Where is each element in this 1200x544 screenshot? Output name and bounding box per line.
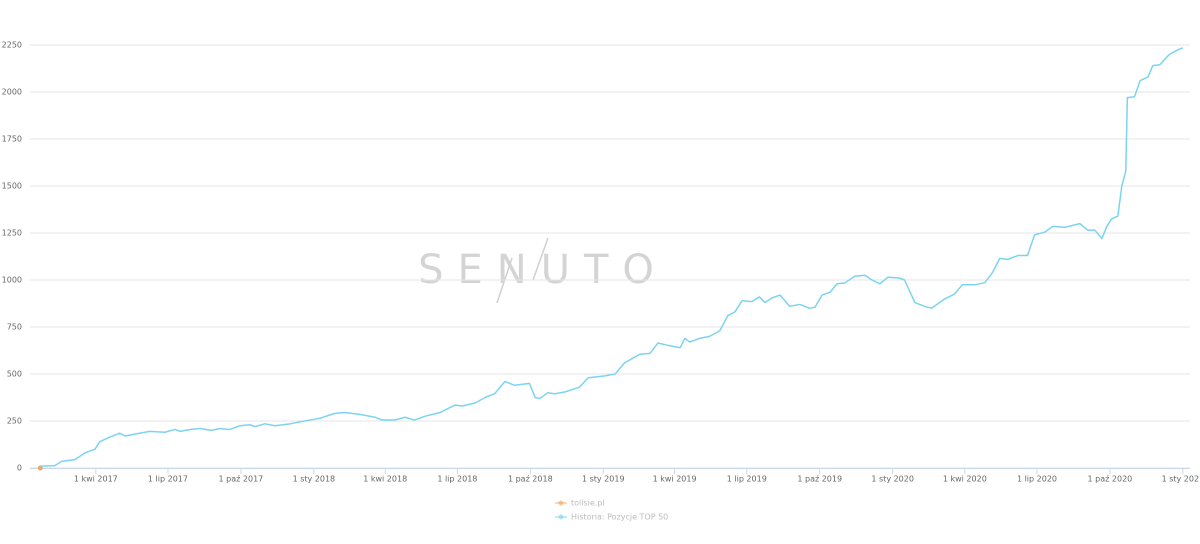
x-tick-label: 1 paź 2018 — [508, 475, 553, 484]
y-tick-label: 0 — [17, 464, 22, 473]
x-tick-label: 1 paź 2019 — [797, 475, 842, 484]
legend: tolisie.pl Historia: Pozycje TOP 50 — [555, 499, 668, 522]
x-tick-label: 1 paź 2020 — [1088, 475, 1133, 484]
y-tick-label: 1000 — [2, 276, 22, 285]
legend-label: tolisie.pl — [571, 499, 605, 508]
y-tick-label: 2000 — [2, 88, 22, 97]
y-tick-label: 1250 — [2, 229, 22, 238]
x-tick-label: 1 paź 2017 — [219, 475, 264, 484]
x-tick-label: 1 kwi 2017 — [74, 475, 118, 484]
x-tick-label: 1 kwi 2019 — [653, 475, 697, 484]
x-tick-label: 1 lip 2018 — [437, 475, 477, 484]
watermark-stroke — [532, 237, 549, 281]
legend-label: Historia: Pozycje TOP 50 — [571, 513, 668, 522]
y-tick-label: 250 — [7, 417, 22, 426]
x-tick-label: 1 sty 2020 — [871, 475, 914, 484]
x-tick-label: 1 sty 2021 — [1162, 475, 1200, 484]
x-tick-label: 1 kwi 2020 — [943, 475, 987, 484]
y-tick-label: 1750 — [2, 135, 22, 144]
x-tick-label: 1 lip 2019 — [727, 475, 767, 484]
x-tick-label: 1 lip 2017 — [148, 475, 188, 484]
y-tick-label: 2250 — [2, 41, 22, 50]
y-tick-label: 1500 — [2, 182, 22, 191]
x-tick-label: 1 kwi 2018 — [363, 475, 407, 484]
x-tick-label: 1 lip 2020 — [1017, 475, 1057, 484]
legend-marker — [558, 500, 564, 506]
y-tick-label: 500 — [7, 370, 22, 379]
legend-marker — [558, 514, 564, 520]
x-tick-label: 1 sty 2019 — [582, 475, 625, 484]
x-tick-label: 1 sty 2018 — [293, 475, 336, 484]
series-line — [40, 47, 1184, 467]
watermark-logo: SENUTO — [418, 237, 654, 304]
y-tick-label: 750 — [7, 323, 22, 332]
